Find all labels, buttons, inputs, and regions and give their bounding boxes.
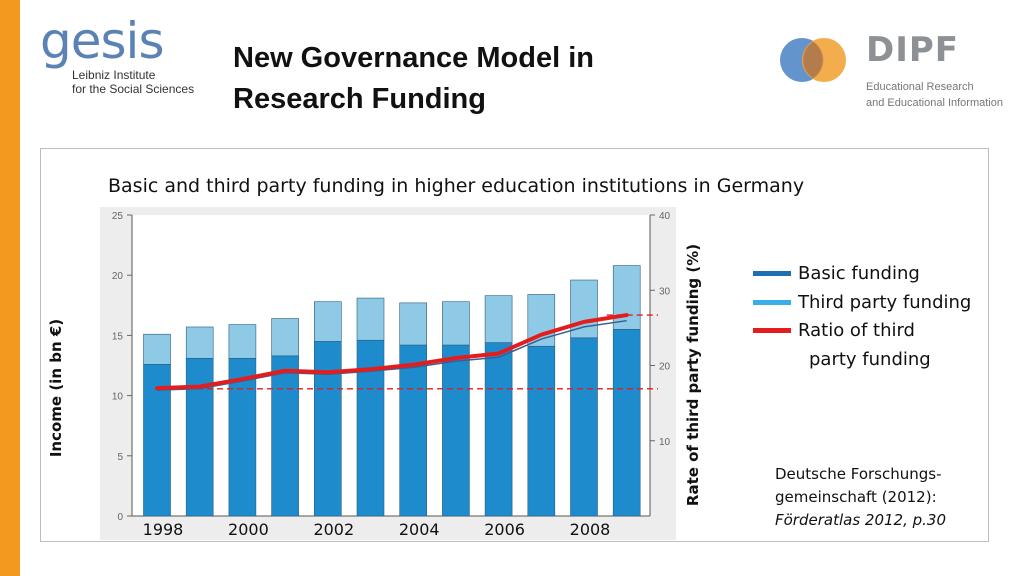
y-tick-label: 25 xyxy=(112,211,124,222)
source-citation: Deutsche Forschungs- gemeinschaft (2012)… xyxy=(775,463,946,532)
slide-title: New Governance Model in Research Funding xyxy=(233,38,594,120)
source-line2: gemeinschaft (2012): xyxy=(775,488,937,506)
bar-third xyxy=(399,302,428,346)
y2-tick-label: 10 xyxy=(659,437,671,448)
legend-ratio-label2: party funding xyxy=(809,349,931,370)
bar-third xyxy=(313,301,342,342)
bar-third xyxy=(271,318,299,357)
slide-title-line1: New Governance Model in xyxy=(233,42,594,74)
bar-basic xyxy=(612,329,641,517)
y-tick-label: 20 xyxy=(112,271,124,282)
dipf-logo-word: DIPF xyxy=(866,30,960,70)
legend-basic-swatch xyxy=(753,271,791,276)
bar-third xyxy=(570,279,598,339)
x-tick-label: 2006 xyxy=(484,520,525,539)
legend-third-label: Third party funding xyxy=(798,292,972,313)
y-tick-label: 15 xyxy=(112,331,124,342)
bar-third xyxy=(356,297,385,341)
bar-basic xyxy=(527,345,556,517)
x-tick-label: 2008 xyxy=(570,520,611,539)
bar-basic xyxy=(570,337,598,517)
x-tick-label: 1998 xyxy=(143,520,184,539)
bar-basic xyxy=(484,342,513,517)
y2-tick-label: 20 xyxy=(659,362,671,373)
gesis-logo-word: gesis xyxy=(40,12,164,70)
bar-basic xyxy=(271,355,299,517)
bar-basic xyxy=(228,357,257,517)
orange-side-bar xyxy=(0,0,20,576)
bar-third xyxy=(612,265,641,330)
legend-ratio-label1: Ratio of third xyxy=(798,320,915,341)
slide-title-line2: Research Funding xyxy=(233,83,486,115)
bar-basic xyxy=(399,344,428,517)
bar-third xyxy=(442,301,470,346)
dipf-logo-line2: and Educational Information xyxy=(866,97,1003,109)
bar-basic xyxy=(185,357,214,517)
x-tick-label: 2004 xyxy=(399,520,440,539)
bar-third xyxy=(228,324,257,359)
dipf-circles-icon xyxy=(780,38,846,82)
legend-third-swatch xyxy=(753,300,791,305)
bar-third xyxy=(484,295,513,343)
y-axis-label: Income (in bn €) xyxy=(47,319,65,457)
source-line3: Förderatlas 2012, p.30 xyxy=(775,511,946,529)
bar-basic xyxy=(313,341,342,517)
bar-basic xyxy=(442,344,470,517)
dipf-logo-line1: Educational Research xyxy=(866,81,974,93)
chart-title: Basic and third party funding in higher … xyxy=(108,175,805,197)
y2-tick-label: 30 xyxy=(659,286,671,297)
gesis-logo: gesis Leibniz Institute for the Social S… xyxy=(40,12,200,98)
bar-third xyxy=(143,333,171,365)
y-tick-label: 5 xyxy=(117,452,123,463)
legend-ratio-swatch xyxy=(753,328,791,333)
y2-tick-label: 40 xyxy=(659,211,671,222)
y2-axis-label: Rate of third party funding (%) xyxy=(684,244,702,506)
y-tick-label: 10 xyxy=(112,392,124,403)
x-tick-label: 2000 xyxy=(228,520,269,539)
legend-basic-label: Basic funding xyxy=(798,263,920,284)
gesis-logo-line2: for the Social Sciences xyxy=(72,82,195,96)
dipf-logo: DIPF Educational Research and Educationa… xyxy=(778,30,1018,120)
x-tick-label: 2002 xyxy=(313,520,354,539)
gesis-logo-line1: Leibniz Institute xyxy=(72,68,156,82)
ratio-line xyxy=(155,313,629,391)
y-tick-label: 0 xyxy=(117,512,123,523)
bar-third xyxy=(185,326,214,359)
source-line1: Deutsche Forschungs- xyxy=(775,465,942,483)
